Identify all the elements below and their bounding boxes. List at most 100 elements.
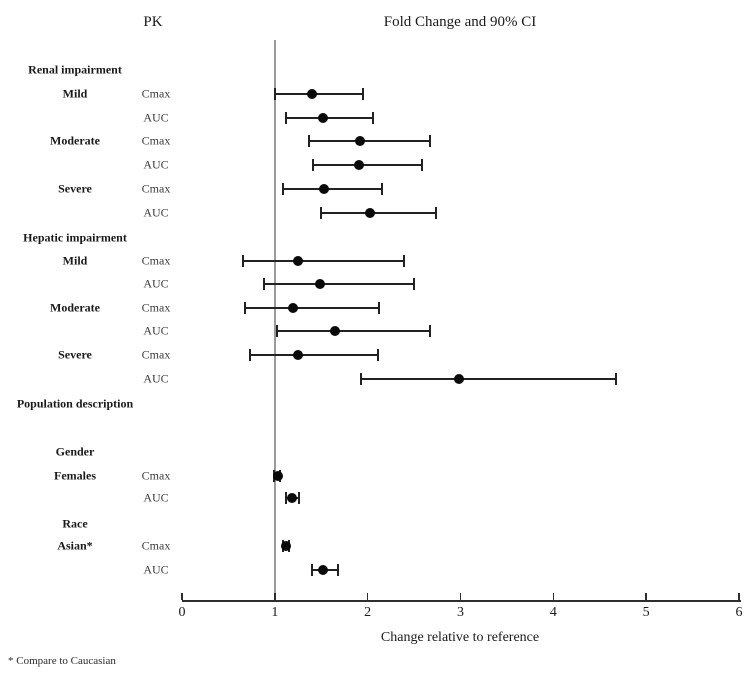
- section-label: Population description: [16, 396, 134, 411]
- group-label: Severe: [58, 181, 92, 196]
- point-estimate: [272, 471, 283, 481]
- x-axis-tick: [274, 593, 276, 600]
- group-label: Mild: [62, 253, 88, 268]
- point-estimate: [293, 350, 304, 360]
- ci-line: [274, 93, 364, 95]
- ci-cap-left: [262, 278, 265, 290]
- ci-cap-left: [284, 492, 287, 504]
- ci-line: [361, 378, 617, 380]
- ci-line: [283, 188, 382, 190]
- param-label: Cmax: [141, 133, 171, 148]
- ci-cap-left: [275, 325, 278, 337]
- ci-cap-right: [376, 349, 379, 361]
- ci-cap-right: [297, 492, 300, 504]
- param-label: AUC: [143, 490, 169, 505]
- x-axis-tick-label: 5: [642, 605, 650, 620]
- group-label: Moderate: [50, 133, 100, 148]
- param-label: Cmax: [141, 538, 171, 553]
- ci-cap-right: [372, 112, 375, 124]
- x-axis-label: Change relative to reference: [380, 630, 540, 645]
- x-axis-tick-label: 0: [178, 605, 186, 620]
- ci-line: [243, 260, 404, 262]
- x-axis-tick: [366, 593, 369, 600]
- point-estimate: [318, 113, 329, 123]
- ci-cap-right: [402, 255, 405, 267]
- x-axis-tick-label: 4: [549, 605, 557, 620]
- ci-line: [263, 283, 415, 285]
- footnote: * Compare to Caucasian: [8, 655, 116, 667]
- ci-cap-left: [320, 207, 323, 219]
- ci-cap-right: [413, 278, 416, 290]
- point-estimate: [330, 326, 341, 336]
- x-axis-tick: [181, 593, 183, 600]
- ci-cap-right: [420, 159, 423, 171]
- ci-cap-left: [244, 302, 247, 314]
- ci-cap-left: [284, 112, 287, 124]
- ci-cap-left: [311, 159, 314, 171]
- point-estimate: [287, 493, 298, 503]
- group-label: Females: [54, 468, 96, 483]
- ci-line: [309, 140, 430, 142]
- ci-line: [245, 307, 379, 309]
- ci-cap-left: [308, 135, 311, 147]
- x-axis-tick: [738, 593, 740, 600]
- point-estimate: [354, 160, 365, 170]
- point-estimate: [306, 89, 317, 99]
- param-label: Cmax: [141, 86, 171, 101]
- group-label: Moderate: [50, 300, 100, 315]
- point-estimate: [364, 208, 375, 218]
- reference-line: [274, 40, 276, 601]
- param-label: AUC: [143, 371, 169, 386]
- ci-line: [312, 164, 422, 166]
- group-label: Asian*: [57, 538, 93, 553]
- point-estimate: [288, 303, 299, 313]
- section-label: Gender: [55, 444, 95, 459]
- ci-cap-right: [428, 325, 431, 337]
- param-label: Cmax: [141, 181, 171, 196]
- ci-cap-left: [273, 88, 276, 100]
- param-label: Cmax: [141, 253, 171, 268]
- ci-line: [321, 212, 437, 214]
- x-axis-line: [182, 600, 741, 602]
- ci-cap-left: [248, 349, 251, 361]
- section-label: Race: [62, 516, 88, 531]
- ci-cap-left: [282, 183, 285, 195]
- param-label: Cmax: [141, 468, 171, 483]
- param-label: AUC: [143, 110, 169, 125]
- x-axis-tick-label: 1: [271, 605, 279, 620]
- pk-column-title: PK: [143, 14, 163, 30]
- section-label: Renal impairment: [28, 62, 122, 77]
- param-label: AUC: [143, 157, 169, 172]
- point-estimate: [280, 541, 291, 551]
- group-label: Mild: [62, 86, 88, 101]
- x-axis-tick-label: 2: [364, 605, 372, 620]
- point-estimate: [293, 256, 304, 266]
- ci-cap-left: [310, 564, 313, 576]
- ci-cap-right: [615, 373, 618, 385]
- chart-title: Fold Change and 90% CI: [383, 14, 537, 30]
- point-estimate: [319, 184, 330, 194]
- param-label: AUC: [143, 205, 169, 220]
- param-label: AUC: [143, 323, 169, 338]
- point-estimate: [355, 136, 366, 146]
- ci-line: [276, 330, 430, 332]
- ci-cap-right: [435, 207, 438, 219]
- x-axis-tick-label: 6: [735, 605, 743, 620]
- ci-cap-right: [362, 88, 365, 100]
- ci-cap-right: [380, 183, 383, 195]
- param-label: Cmax: [141, 300, 171, 315]
- x-axis-tick: [645, 593, 647, 600]
- x-axis-tick: [459, 593, 462, 600]
- ci-line: [285, 117, 374, 119]
- param-label: AUC: [143, 562, 169, 577]
- ci-cap-right: [377, 302, 380, 314]
- ci-cap-left: [242, 255, 245, 267]
- ci-cap-right: [336, 564, 339, 576]
- x-axis-tick-label: 3: [457, 605, 464, 620]
- param-label: Cmax: [141, 347, 171, 362]
- x-axis-tick: [552, 593, 555, 600]
- ci-line: [249, 354, 378, 356]
- section-label: Hepatic impairment: [23, 230, 127, 245]
